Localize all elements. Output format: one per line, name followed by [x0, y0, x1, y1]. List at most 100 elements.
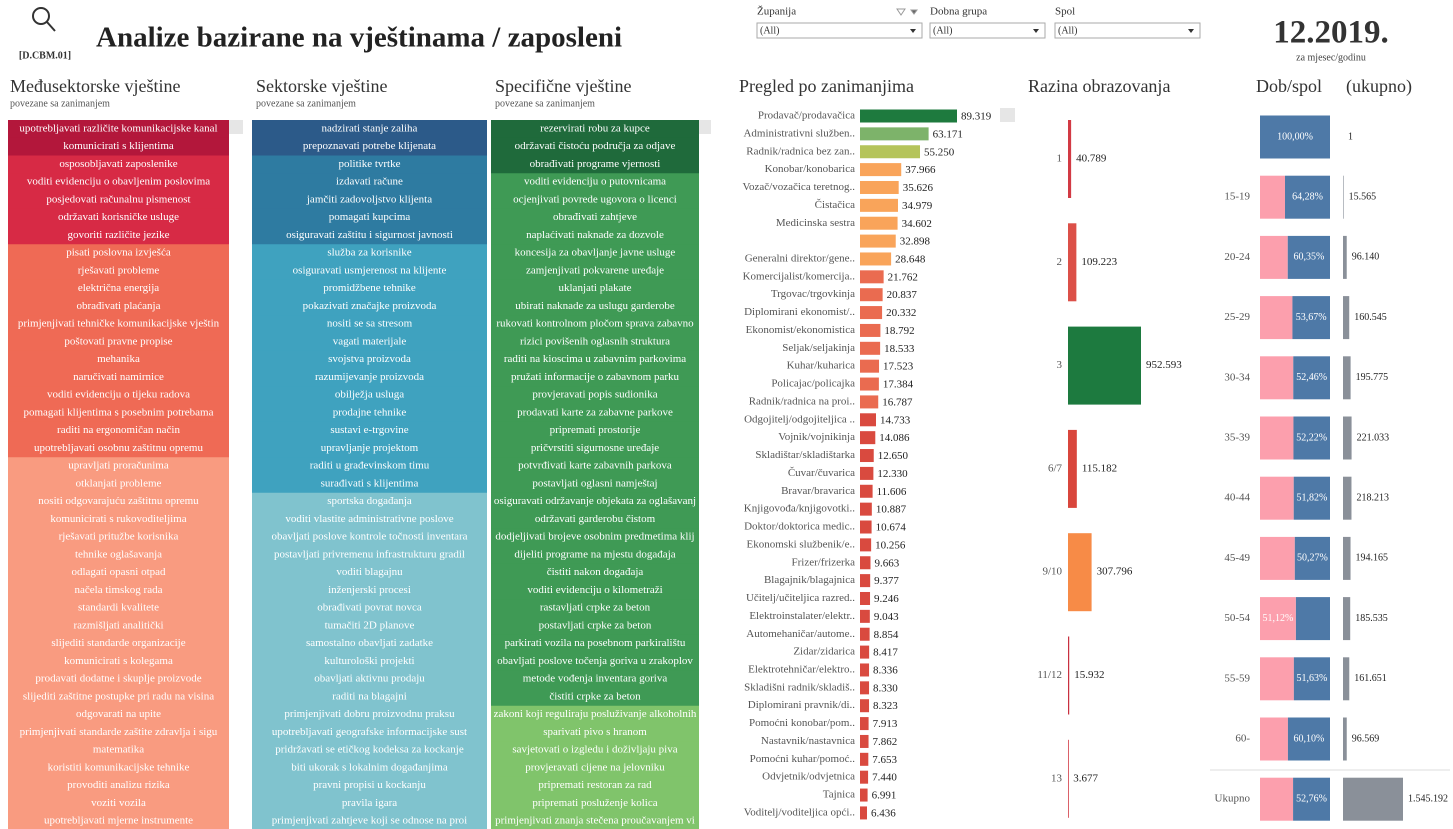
skill-row[interactable] — [491, 723, 699, 742]
skill-row[interactable] — [491, 155, 699, 174]
skill-row[interactable] — [252, 652, 487, 671]
total-bar[interactable] — [1343, 235, 1347, 279]
share-segment[interactable] — [1260, 115, 1330, 159]
skill-row[interactable] — [8, 350, 229, 369]
skill-row[interactable] — [252, 546, 487, 565]
skill-row[interactable] — [491, 226, 699, 245]
skill-row[interactable] — [491, 315, 699, 334]
skill-row[interactable] — [8, 457, 229, 476]
bar[interactable] — [860, 252, 892, 266]
skill-row[interactable] — [8, 546, 229, 565]
skill-row[interactable] — [8, 492, 229, 511]
search-icon[interactable] — [32, 7, 56, 32]
skill-row[interactable] — [8, 368, 229, 387]
skill-row[interactable] — [491, 368, 699, 387]
skill-row[interactable] — [8, 688, 229, 707]
bar[interactable] — [1068, 533, 1092, 612]
share-segment[interactable] — [1260, 235, 1288, 279]
skill-row[interactable] — [8, 812, 229, 829]
bar[interactable] — [860, 216, 898, 230]
bar[interactable] — [860, 663, 870, 677]
skill-row[interactable] — [491, 599, 699, 618]
skill-row[interactable] — [252, 297, 487, 316]
bar[interactable] — [860, 306, 883, 320]
skill-row[interactable] — [491, 688, 699, 707]
share-segment[interactable] — [1260, 597, 1296, 641]
share-segment[interactable] — [1260, 476, 1294, 520]
share-segment[interactable] — [1260, 657, 1294, 701]
skill-row[interactable] — [491, 297, 699, 316]
skill-row[interactable] — [252, 510, 487, 529]
bar[interactable] — [1068, 429, 1077, 508]
skill-row[interactable] — [8, 776, 229, 795]
skill-row[interactable] — [491, 563, 699, 582]
bar[interactable] — [860, 341, 881, 355]
skill-row[interactable] — [8, 510, 229, 529]
skill-row[interactable] — [252, 617, 487, 636]
total-bar[interactable] — [1343, 717, 1347, 761]
skill-row[interactable] — [491, 333, 699, 352]
bar[interactable] — [860, 145, 921, 159]
total-bar[interactable] — [1343, 416, 1352, 460]
skill-row[interactable] — [491, 617, 699, 636]
skill-row[interactable] — [491, 670, 699, 689]
skill-row[interactable] — [252, 563, 487, 582]
skill-row[interactable] — [8, 705, 229, 724]
skill-row[interactable] — [8, 315, 229, 334]
total-bar[interactable] — [1343, 657, 1350, 701]
share-segment[interactable] — [1260, 717, 1288, 761]
skill-row[interactable] — [8, 404, 229, 423]
bar[interactable] — [860, 359, 880, 373]
skill-row[interactable] — [8, 333, 229, 352]
skill-row[interactable] — [252, 368, 487, 387]
skill-row[interactable] — [252, 421, 487, 440]
bar[interactable] — [860, 127, 929, 141]
total-bar[interactable] — [1343, 536, 1351, 580]
bar[interactable] — [860, 377, 879, 391]
skill-row[interactable] — [8, 581, 229, 600]
filter-icon[interactable] — [896, 8, 918, 16]
share-segment[interactable] — [1294, 536, 1330, 580]
skill-row[interactable] — [8, 475, 229, 494]
bar[interactable] — [860, 717, 869, 731]
skill-row[interactable] — [491, 528, 699, 547]
skill-row[interactable] — [8, 599, 229, 618]
skill-row[interactable] — [491, 244, 699, 263]
bar[interactable] — [860, 234, 896, 248]
skill-row[interactable] — [491, 439, 699, 458]
skill-row[interactable] — [252, 173, 487, 192]
skill-row[interactable] — [491, 776, 699, 795]
skill-row[interactable] — [8, 617, 229, 636]
share-segment[interactable] — [1293, 356, 1330, 400]
bar[interactable] — [860, 413, 876, 427]
skill-row[interactable] — [491, 741, 699, 760]
skill-row[interactable] — [252, 776, 487, 795]
skill-row[interactable] — [491, 350, 699, 369]
skill-row[interactable] — [491, 262, 699, 281]
share-segment[interactable] — [1293, 416, 1330, 460]
share-segment[interactable] — [1293, 476, 1330, 520]
skill-row[interactable] — [252, 333, 487, 352]
skill-row[interactable] — [8, 208, 229, 227]
share-segment[interactable] — [1260, 296, 1293, 340]
bar[interactable] — [860, 520, 872, 534]
dropdown[interactable]: (All) — [929, 22, 1046, 39]
total-bar[interactable] — [1343, 356, 1351, 400]
skill-row[interactable] — [252, 794, 487, 813]
skill-row[interactable] — [491, 510, 699, 529]
skill-row[interactable] — [491, 208, 699, 227]
skill-row[interactable] — [491, 386, 699, 405]
skill-row[interactable] — [252, 812, 487, 829]
bar[interactable] — [1068, 120, 1072, 198]
bar[interactable] — [860, 449, 874, 463]
bar[interactable] — [1068, 636, 1070, 715]
skill-row[interactable] — [8, 279, 229, 298]
skill-row[interactable] — [491, 173, 699, 192]
skill-row[interactable] — [491, 794, 699, 813]
bar[interactable] — [860, 270, 884, 284]
skill-row[interactable] — [252, 226, 487, 245]
bar[interactable] — [1068, 739, 1069, 818]
dropdown[interactable]: (All) — [1054, 22, 1201, 39]
skill-row[interactable] — [8, 386, 229, 405]
skill-row[interactable] — [8, 191, 229, 210]
